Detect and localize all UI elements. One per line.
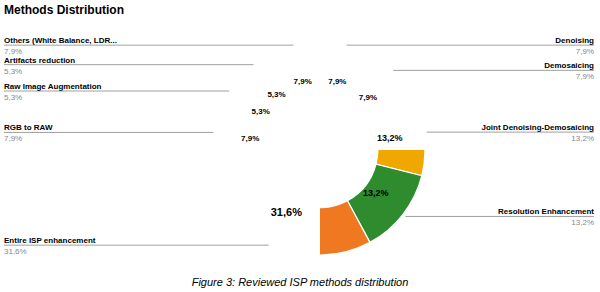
annotation-value: 7,9% <box>576 72 594 81</box>
annotation-label: Artifacts reduction <box>4 56 75 65</box>
slice <box>320 155 370 255</box>
data-label: 7,9% <box>359 93 377 102</box>
slices <box>320 150 425 255</box>
annotation-value: 5,3% <box>4 67 22 76</box>
annotation-value: 13,2% <box>571 218 594 227</box>
annotation-label: RGB to RAW <box>4 123 53 132</box>
annotation-label: Joint Denoising-Demosaicing <box>482 123 595 132</box>
chart-svg: Methods Distribution 7,9% 7,9% 13,2% 13,2% 31… <box>0 0 600 292</box>
labels: 7,9% 7,9% 13,2% 13,2% 31,6% 7,9% 5,3% 5,3% 7,9% D… <box>4 36 594 256</box>
data-label: 13,2% <box>363 188 389 198</box>
data-label: 7,9% <box>294 77 312 86</box>
annotation-value: 5,3% <box>4 93 22 102</box>
annotation-value: 7,9% <box>576 47 594 56</box>
annotation-label: Raw Image Augmentation <box>4 82 102 91</box>
data-label: 13,2% <box>377 133 403 143</box>
annotation-label: Demosaicing <box>544 61 594 70</box>
annotation-value: 31,6% <box>4 247 27 256</box>
chart-container: Methods Distribution 7,9% 7,9% 13,2% 13,2% 31… <box>0 0 600 292</box>
data-label: 31,6% <box>271 206 302 218</box>
annotation-value: 7,9% <box>4 134 22 143</box>
title: Methods Distribution <box>4 3 124 17</box>
data-label: 5,3% <box>252 107 270 116</box>
annotation-label: Denoising <box>555 36 594 45</box>
annotation-label: Others (White Balance, LDR... <box>4 36 117 45</box>
data-label: 7,9% <box>241 134 259 143</box>
data-label: 7,9% <box>328 77 346 86</box>
annotation-label: Entire ISP enhancement <box>4 236 96 245</box>
annotation-value: 7,9% <box>4 47 22 56</box>
data-label: 5,3% <box>267 90 285 99</box>
annotation-value: 13,2% <box>571 134 594 143</box>
annotation-label: Resolution Enhancement <box>498 207 594 216</box>
pie-group: 7,9% 7,9% 13,2% 13,2% 31,6% 7,9% 5,3% 5,3% 7,9% D… <box>4 36 594 256</box>
caption: Figure 3: Reviewed ISP methods distribut… <box>192 276 409 288</box>
